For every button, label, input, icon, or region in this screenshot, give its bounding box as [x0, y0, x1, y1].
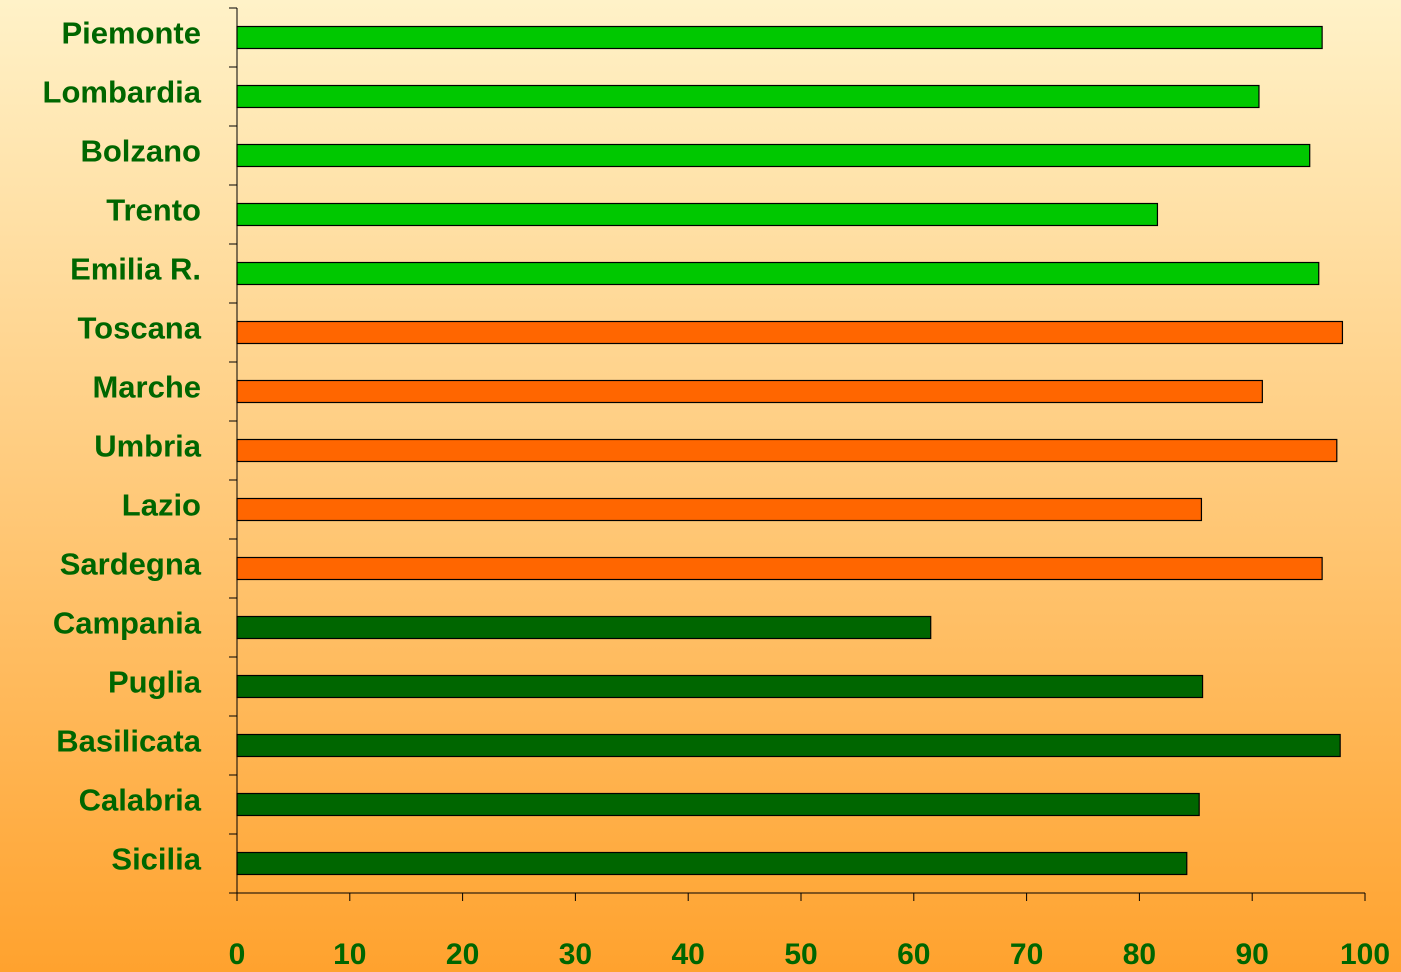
category-label: Sardegna: [60, 547, 202, 582]
category-label: Bolzano: [80, 134, 201, 169]
category-label: Toscana: [78, 311, 202, 346]
category-label: Sicilia: [111, 842, 201, 877]
bar: [236, 615, 932, 640]
category-label: Campania: [53, 606, 202, 641]
category-label: Trento: [106, 193, 201, 228]
bar: [236, 379, 1263, 404]
bar: [236, 202, 1159, 227]
bar: [236, 84, 1260, 109]
x-tick-label: 20: [446, 938, 479, 971]
category-label: Emilia R.: [70, 252, 201, 287]
category-label: Basilicata: [56, 724, 202, 759]
bar: [236, 556, 1323, 581]
x-tick-label: 100: [1340, 938, 1390, 971]
bar: [236, 851, 1188, 876]
bar: [236, 497, 1203, 522]
x-tick-label: 70: [1010, 938, 1043, 971]
bar: [236, 143, 1311, 168]
bar: [236, 320, 1344, 345]
category-label: Umbria: [94, 429, 202, 464]
x-tick-label: 90: [1236, 938, 1269, 971]
category-label: Calabria: [79, 783, 202, 818]
category-label: Marche: [92, 370, 201, 405]
bar: [236, 792, 1200, 817]
bar: [236, 261, 1320, 286]
x-tick-label: 30: [559, 938, 592, 971]
x-tick-label: 80: [1123, 938, 1156, 971]
category-label: Lombardia: [43, 75, 202, 110]
x-tick-label: 0: [229, 938, 246, 971]
bar: [236, 674, 1204, 699]
x-tick-label: 60: [897, 938, 930, 971]
category-label: Lazio: [122, 488, 201, 523]
x-tick-label: 10: [333, 938, 366, 971]
x-tick-label: 40: [672, 938, 705, 971]
category-label: Piemonte: [61, 16, 201, 51]
bar: [236, 438, 1338, 463]
bar: [236, 25, 1323, 50]
x-tick-label: 50: [784, 938, 817, 971]
bar: [236, 733, 1341, 758]
category-label: Puglia: [108, 665, 202, 700]
